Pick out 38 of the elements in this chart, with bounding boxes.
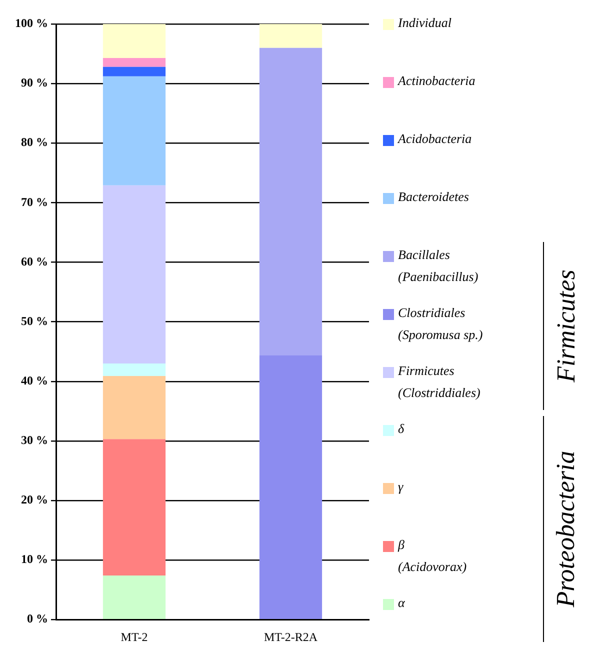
- legend-label: Actinobacteria: [398, 72, 476, 90]
- legend-label: Individual: [398, 14, 452, 32]
- x-tick-label: MT-2: [120, 630, 148, 644]
- bar: [102, 439, 166, 576]
- legend-label: Clostridiales (Sporomusa sp.): [398, 304, 483, 344]
- y-tick-label: 80 %: [21, 135, 48, 150]
- x-tick-label: MT-2-R2A: [264, 630, 318, 644]
- y-tick-label: 20 %: [21, 492, 48, 507]
- y-tick-label: 90 %: [21, 76, 48, 90]
- y-tick-label: 10 %: [21, 552, 48, 566]
- legend-label: γ: [398, 478, 404, 496]
- bar: [102, 24, 166, 58]
- bar: [102, 66, 166, 76]
- text: Firmicutes: [551, 270, 581, 382]
- bar: [102, 76, 166, 186]
- y-tick-label: 40 %: [21, 373, 48, 388]
- y-tick-label: 50 %: [21, 314, 48, 328]
- y-tick-label: 100 %: [15, 16, 48, 30]
- text: Proteobacteria: [551, 450, 581, 608]
- y-tick-label: 70 %: [21, 194, 48, 209]
- bar: [102, 376, 166, 440]
- bar: [102, 185, 166, 364]
- bar: [259, 24, 322, 48]
- bar: [102, 576, 166, 619]
- bar: [102, 58, 166, 67]
- y-tick-label: 60 %: [21, 254, 48, 268]
- legend-label: Firmicutes (Clostriddiales): [398, 362, 480, 402]
- bar: [102, 363, 166, 376]
- bar: [259, 48, 322, 356]
- legend-label: β (Acidovorax): [398, 536, 467, 576]
- legend-label: Acidobacteria: [398, 130, 472, 148]
- legend-label: α: [398, 594, 405, 612]
- bar: [259, 355, 322, 619]
- y-tick-label: 0 %: [27, 612, 48, 626]
- y-tick-label: 30 %: [21, 433, 48, 448]
- legend-label: Bacillales (Paenibacillus): [398, 246, 478, 286]
- legend-label: δ: [398, 420, 404, 438]
- legend-label: Bacteroidetes: [398, 188, 469, 206]
